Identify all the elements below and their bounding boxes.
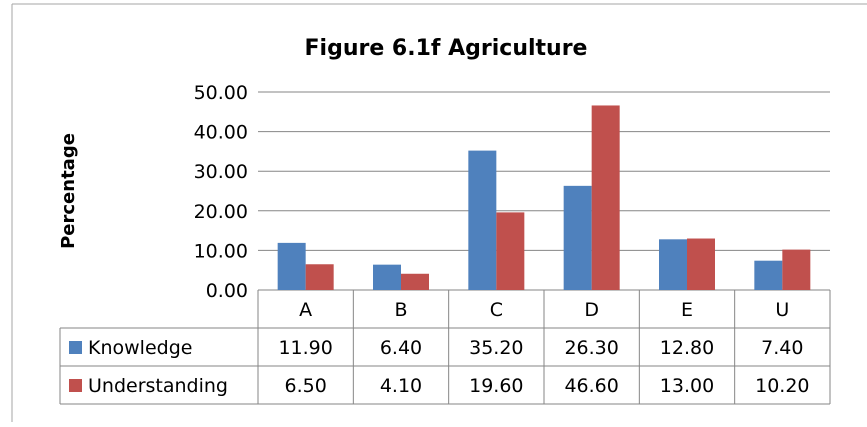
bar-knowledge-a (277, 242, 306, 290)
bar-understanding-u (782, 249, 811, 290)
legend-swatch-understanding (69, 379, 82, 392)
x-category-label: D (584, 299, 599, 321)
table-cell-value: 10.20 (755, 375, 809, 397)
bar-knowledge-c (468, 150, 497, 290)
table-cell-value: 6.40 (380, 337, 422, 359)
bar-knowledge-e (659, 239, 687, 290)
legend-label-knowledge: Knowledge (88, 337, 192, 359)
legend-swatch-knowledge (69, 341, 82, 354)
bar-understanding-b (401, 273, 429, 290)
y-tick-label: 50.00 (194, 82, 248, 104)
bar-knowledge-d (563, 185, 592, 290)
y-tick-label: 40.00 (194, 122, 248, 144)
legend-label-understanding: Understanding (88, 375, 228, 397)
bar-understanding-c (496, 212, 525, 290)
table-cell-value: 7.40 (761, 337, 803, 359)
x-category-label: A (299, 299, 312, 321)
y-tick-label: 30.00 (194, 161, 248, 183)
x-category-label: E (681, 299, 693, 321)
table-cell-value: 19.60 (469, 375, 523, 397)
y-tick-label: 10.00 (194, 240, 248, 262)
table-cell-value: 35.20 (469, 337, 523, 359)
table-cell-value: 6.50 (285, 375, 327, 397)
table-cell-value: 12.80 (660, 337, 714, 359)
y-tick-label: 0.00 (206, 280, 248, 302)
grid-layer (258, 91, 830, 291)
bar-layer (277, 105, 811, 291)
table-cell-value: 11.90 (278, 337, 332, 359)
y-axis-label: Percentage (58, 133, 79, 249)
bar-knowledge-u (754, 260, 783, 290)
chart-title: Figure 6.1f Agriculture (305, 36, 588, 61)
x-category-label: B (394, 299, 407, 321)
bar-knowledge-b (373, 264, 401, 290)
data-table: A B C D E U Knowledge 11.90 6.40 35.20 26.30 12.80 7… (59, 290, 831, 405)
bar-understanding-d (591, 105, 620, 291)
table-cell-value: 13.00 (660, 375, 714, 397)
x-category-label: C (490, 299, 503, 321)
table-cell-value: 46.60 (564, 375, 618, 397)
table-cell-value: 4.10 (380, 375, 422, 397)
y-tick-label: 20.00 (194, 201, 248, 223)
x-category-label: U (775, 299, 789, 321)
table-cell-value: 26.30 (564, 337, 618, 359)
bar-understanding-a (305, 264, 334, 290)
axis-layer: 0.00 10.00 20.00 30.00 40.00 50.00 (194, 82, 248, 302)
bar-understanding-e (687, 238, 715, 290)
